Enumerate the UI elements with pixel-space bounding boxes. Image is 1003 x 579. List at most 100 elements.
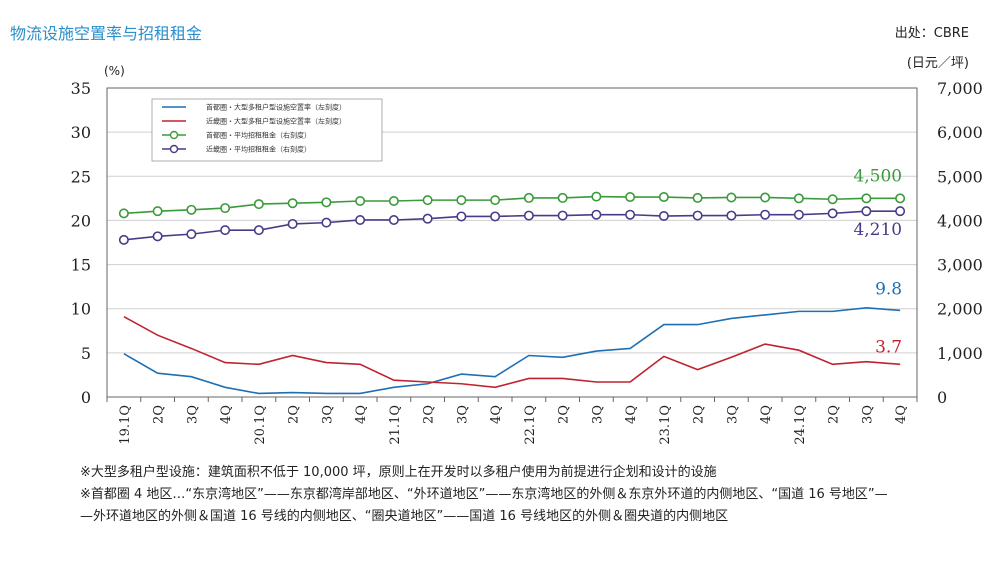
footnote-line: —外环道地区的外侧＆国道 16 号线的内侧地区、“圈央道地区”——国道 16 号… (80, 509, 729, 524)
x-tick-label: 2Q (422, 405, 437, 424)
legend-swatch-marker (169, 144, 179, 154)
data-point (726, 192, 737, 203)
data-point (186, 229, 197, 240)
data-point (287, 198, 298, 209)
data-point (523, 210, 534, 221)
data-point (388, 214, 399, 225)
x-tick-label: 21.1Q (388, 405, 403, 445)
data-point (490, 195, 501, 206)
chart-title: 物流设施空置率与招租租金 (10, 24, 203, 43)
data-point (152, 231, 163, 242)
data-point (591, 191, 602, 202)
series-end-label: 9.8 (875, 279, 902, 299)
data-point (253, 225, 264, 236)
y-left-tick-label: 20 (71, 211, 91, 230)
series-end-label: 3.7 (875, 337, 902, 357)
y-right-tick-label: 3,000 (937, 256, 983, 275)
footnote-line: ※首都圈 4 地区…“东京湾地区”——东京都湾岸部地区、“外环道地区”——东京湾… (80, 487, 888, 502)
x-tick-label: 3Q (455, 405, 470, 424)
data-point (692, 210, 703, 221)
data-point (625, 209, 636, 220)
data-point (321, 197, 332, 208)
data-point (220, 203, 231, 214)
x-tick-label: 3Q (860, 405, 875, 424)
x-tick-label: 22.1Q (523, 405, 538, 445)
data-point (490, 211, 501, 222)
data-point (692, 192, 703, 203)
legend-label: 首都圈・平均招租租金（右刻度） (206, 131, 311, 140)
x-tick-label: 24.1Q (793, 405, 808, 445)
data-point (253, 199, 264, 210)
data-point (355, 196, 366, 207)
x-tick-label: 3Q (185, 405, 200, 424)
data-point (456, 195, 467, 206)
x-tick-label: 4Q (354, 405, 369, 424)
data-point (287, 218, 298, 229)
x-tick-label: 3Q (320, 405, 335, 424)
x-tick-label: 2Q (557, 405, 572, 424)
line-chart: 0 0 5 1,000 10 2,000 15 3,000 20 4,000 25 5,000 30 6,… (71, 79, 983, 445)
data-point (152, 206, 163, 217)
x-tick-label: 19.1Q (118, 405, 133, 445)
data-point (422, 213, 433, 224)
x-tick-label: 4Q (759, 405, 774, 424)
y-left-tick-label: 5 (81, 344, 91, 363)
series-line (123, 195, 901, 215)
y-left-tick-label: 15 (71, 256, 91, 275)
data-point (760, 209, 771, 220)
data-point (118, 234, 129, 245)
legend-label: 近畿圈・平均招租租金（右刻度） (206, 145, 311, 154)
x-tick-label: 20.1Q (253, 405, 268, 445)
y-right-tick-label: 0 (937, 388, 947, 407)
data-point (658, 211, 669, 222)
x-tick-label: 4Q (489, 405, 504, 424)
x-tick-label: 2Q (827, 405, 842, 424)
data-point (220, 225, 231, 236)
data-point (726, 210, 737, 221)
footnotes: ※大型多租户型设施：建筑面积不低于 10,000 坪，原则上在开发时以多租户使用… (80, 462, 980, 528)
legend-label: 首都圈・大型多租户型设施空置率（左刻度） (206, 103, 346, 112)
x-tick-label: 3Q (590, 405, 605, 424)
series-line (123, 315, 901, 389)
series-end-label: 4,500 (853, 166, 902, 186)
y-right-tick-label: 5,000 (937, 167, 983, 186)
data-point (827, 208, 838, 219)
x-tick-label: 2Q (152, 405, 167, 424)
series-line (123, 307, 901, 395)
data-point (456, 211, 467, 222)
data-point (321, 217, 332, 228)
x-tick-label: 4Q (894, 405, 909, 424)
data-point (861, 193, 872, 204)
right-axis-unit: (日元／坪) (906, 56, 969, 71)
data-point (388, 196, 399, 207)
data-point (422, 195, 433, 206)
data-point (793, 193, 804, 204)
data-point (557, 192, 568, 203)
data-point (591, 209, 602, 220)
data-point (118, 208, 129, 219)
y-right-tick-label: 2,000 (937, 300, 983, 319)
series-line (123, 210, 901, 241)
legend-label: 近畿圈・大型多租户型设施空置率（左刻度） (206, 117, 346, 126)
series-end-label: 4,210 (853, 220, 902, 240)
data-point (760, 192, 771, 203)
left-axis-unit: (%) (104, 64, 125, 78)
data-point (186, 204, 197, 215)
y-left-tick-label: 10 (71, 300, 91, 319)
x-tick-label: 4Q (624, 405, 639, 424)
source-label: 出处：CBRE (894, 26, 969, 41)
legend-swatch-marker (169, 130, 179, 140)
x-tick-label: 2Q (287, 405, 302, 424)
y-left-tick-label: 30 (71, 123, 91, 142)
data-point (861, 206, 872, 217)
x-tick-label: 2Q (692, 405, 707, 424)
data-point (793, 209, 804, 220)
data-point (658, 192, 669, 203)
legend-box (151, 98, 383, 162)
x-tick-label: 4Q (219, 405, 234, 424)
footnote-line: ※大型多租户型设施：建筑面积不低于 10,000 坪，原则上在开发时以多租户使用… (80, 465, 717, 480)
x-tick-label: 3Q (725, 405, 740, 424)
data-point (523, 192, 534, 203)
y-left-tick-label: 25 (71, 167, 91, 186)
x-tick-label: 23.1Q (658, 405, 673, 445)
